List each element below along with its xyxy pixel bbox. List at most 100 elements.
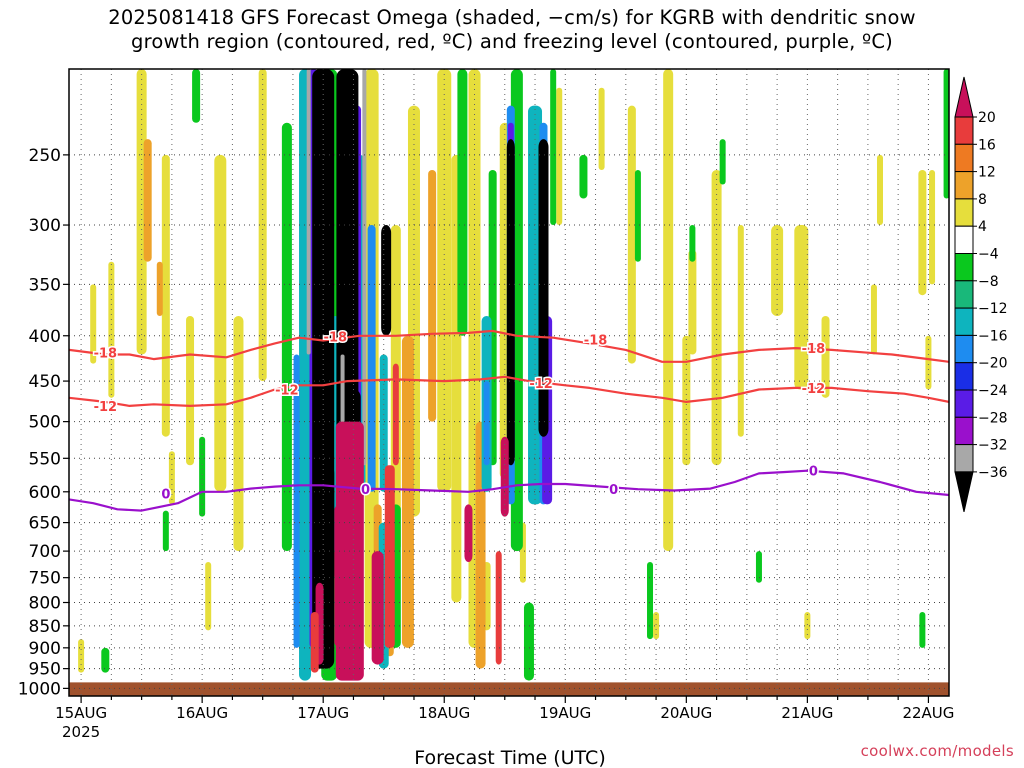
y-tick-label: 750 <box>29 569 61 589</box>
omega-shade <box>464 504 473 562</box>
omega-shade <box>384 465 395 648</box>
omega-shade <box>428 169 437 422</box>
omega-shade <box>943 69 949 199</box>
omega-shade <box>258 69 267 382</box>
omega-shade <box>156 261 163 317</box>
colorbar-label: −4 <box>978 247 999 263</box>
y-tick-label: 500 <box>29 413 61 433</box>
omega-shade <box>362 69 367 466</box>
omega-shade <box>794 225 809 390</box>
omega-shade <box>689 225 696 262</box>
omega-shade <box>877 154 884 226</box>
x-tick-label: 19AUG <box>539 704 591 722</box>
omega-shade <box>205 561 212 631</box>
omega-shade <box>214 154 227 492</box>
omega-shade <box>381 225 392 336</box>
colorbar-cell <box>954 225 974 254</box>
x-tick-label: 15AUG <box>55 704 107 722</box>
colorbar-cell <box>954 116 974 145</box>
omega-shade <box>136 69 147 355</box>
omega-shade <box>457 69 468 336</box>
omega-shade <box>925 335 932 390</box>
colorbar-cell <box>954 334 974 364</box>
y-tick-label: 400 <box>29 327 61 347</box>
y-tick-label: 600 <box>29 483 61 503</box>
credit-text: coolwx.com/models <box>860 742 1014 760</box>
x-tick-sublabel: 2025 <box>62 723 100 741</box>
omega-shade <box>281 122 292 552</box>
x-tick-label: 22AUG <box>902 704 954 722</box>
omega-shade <box>334 504 349 648</box>
x-tick-label: 16AUG <box>176 704 228 722</box>
contour-label: 0 <box>161 488 170 503</box>
colorbar-cell <box>954 416 974 446</box>
omega-shade <box>143 139 152 262</box>
omega-shade <box>919 612 926 648</box>
omega-shade <box>821 316 830 398</box>
colorbar-label: −20 <box>978 356 1008 372</box>
colorbar-cell <box>954 471 974 513</box>
y-tick-label: 350 <box>29 275 61 295</box>
x-tick-label: 20AUG <box>660 704 712 722</box>
omega-shade <box>392 363 399 466</box>
omega-shade <box>324 465 335 583</box>
colorbar-label: 12 <box>978 165 996 181</box>
contour-label: 0 <box>609 483 618 498</box>
colorbar-cell <box>954 198 974 227</box>
ground-below-surface <box>69 682 949 696</box>
omega-shade <box>199 436 206 517</box>
omega-shade <box>538 139 549 437</box>
x-tick-label: 18AUG <box>418 704 470 722</box>
chart-title-line-1: 2025081418 GFS Forecast Omega (shaded, −… <box>108 6 916 29</box>
omega-shade <box>90 284 97 364</box>
omega-shade <box>101 647 110 673</box>
contour-label: -12 <box>802 382 826 397</box>
contour-label: 0 <box>361 483 370 498</box>
omega-shade <box>771 225 784 317</box>
omega-shade <box>168 451 175 505</box>
omega-shade <box>495 551 502 665</box>
colorbar-cell <box>954 280 974 309</box>
omega-shade <box>918 169 927 296</box>
omega-shade <box>556 87 563 226</box>
contour-label: -18 <box>324 331 348 346</box>
omega-shade <box>737 225 744 437</box>
y-tick-label: 700 <box>29 542 61 562</box>
omega-shade <box>293 354 300 648</box>
omega-shade <box>653 612 660 640</box>
omega-shade <box>523 602 534 681</box>
omega-shade <box>367 225 376 492</box>
omega-shade <box>161 154 170 437</box>
omega-shade <box>929 169 936 285</box>
y-tick-label: 650 <box>29 514 61 534</box>
omega-shade <box>682 335 691 466</box>
omega-shade <box>437 69 452 492</box>
colorbar-cell <box>954 253 974 282</box>
colorbar-label: 16 <box>978 137 996 153</box>
x-axis-label: Forecast Time (UTC) <box>414 747 605 768</box>
colorbar-cell <box>954 444 974 473</box>
colorbar-label: −16 <box>978 328 1008 344</box>
contour-label: -12 <box>94 400 118 415</box>
omega-shade <box>634 169 641 262</box>
y-axis: 2503003504004505005506006507007508008509… <box>18 146 69 699</box>
colorbar-label: 4 <box>978 219 987 235</box>
y-tick-label: 900 <box>29 639 61 659</box>
omega-shade <box>550 69 557 226</box>
x-tick-label: 21AUG <box>781 704 833 722</box>
colorbar-label: −8 <box>978 274 999 290</box>
plot-frame <box>68 68 950 697</box>
omega-shade <box>804 612 811 640</box>
contour-label: -18 <box>584 334 608 349</box>
grid-lines <box>69 69 949 696</box>
omega-shade <box>483 381 490 466</box>
omega-shade <box>506 139 515 466</box>
omega-shade <box>688 249 697 355</box>
omega-shade <box>870 284 877 355</box>
y-tick-label: 300 <box>29 216 61 236</box>
chart-title-line-2: growth region (contoured, red, ºC) and f… <box>131 30 893 53</box>
x-tick-label: 17AUG <box>297 704 349 722</box>
colorbar-cell <box>954 171 974 200</box>
colorbar-label: −32 <box>978 438 1008 454</box>
